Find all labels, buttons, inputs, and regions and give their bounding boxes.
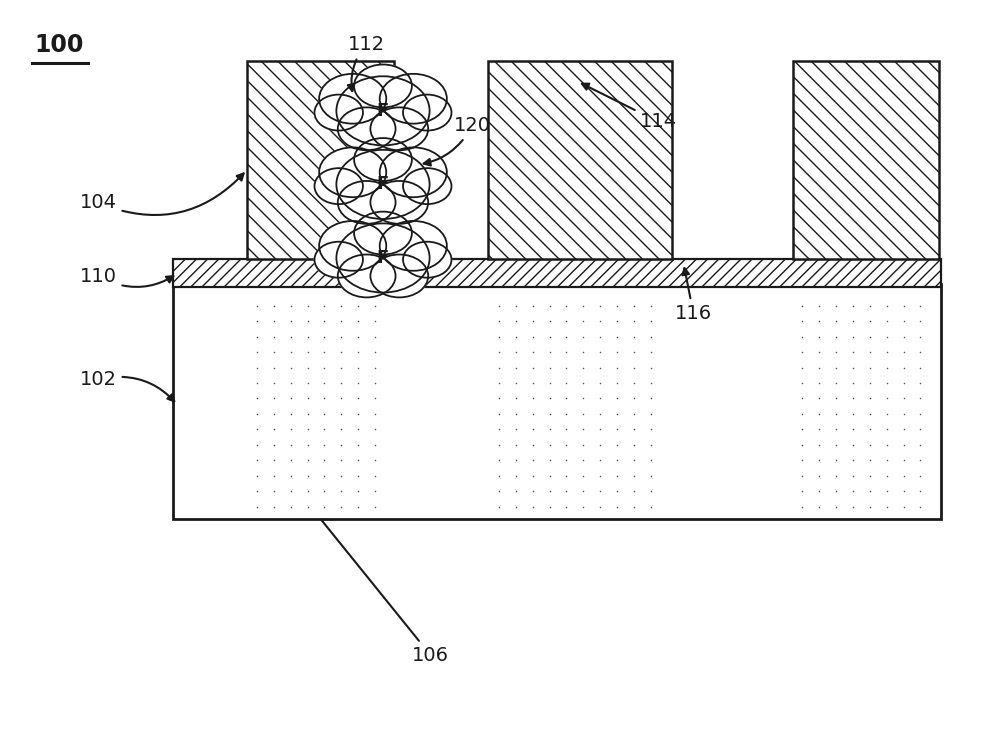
Circle shape [380, 221, 447, 271]
Circle shape [370, 181, 428, 224]
Bar [247, 61, 394, 260]
Circle shape [336, 77, 430, 145]
Circle shape [338, 107, 396, 150]
Circle shape [314, 94, 363, 130]
Circle shape [403, 168, 451, 204]
Circle shape [370, 107, 428, 150]
Bar [793, 61, 939, 260]
Circle shape [370, 254, 428, 298]
Bar [488, 61, 672, 260]
Bar [250, 287, 391, 516]
Text: F: F [377, 102, 389, 120]
Circle shape [338, 181, 396, 224]
Text: F: F [377, 249, 389, 267]
Circle shape [336, 150, 430, 219]
Circle shape [380, 74, 447, 124]
Text: 102: 102 [80, 370, 174, 401]
Text: 110: 110 [80, 267, 173, 287]
Text: 100: 100 [34, 33, 83, 57]
Circle shape [336, 223, 430, 292]
Circle shape [403, 242, 451, 278]
Circle shape [338, 254, 396, 298]
Bar [173, 283, 941, 519]
Circle shape [354, 138, 412, 181]
Text: 106: 106 [321, 520, 449, 664]
Bar [492, 287, 669, 516]
Circle shape [354, 211, 412, 254]
Circle shape [319, 74, 386, 124]
Text: 120: 120 [424, 116, 491, 166]
Text: 116: 116 [675, 268, 712, 323]
Circle shape [319, 221, 386, 271]
Circle shape [314, 168, 363, 204]
Text: 104: 104 [80, 173, 244, 215]
Circle shape [354, 65, 412, 107]
Circle shape [403, 94, 451, 130]
Text: 114: 114 [582, 83, 677, 132]
Circle shape [319, 147, 386, 197]
Circle shape [314, 242, 363, 278]
Circle shape [380, 147, 447, 197]
Bar [796, 287, 936, 516]
Bar [173, 260, 941, 287]
Text: F: F [377, 176, 389, 193]
Text: 112: 112 [348, 35, 385, 91]
